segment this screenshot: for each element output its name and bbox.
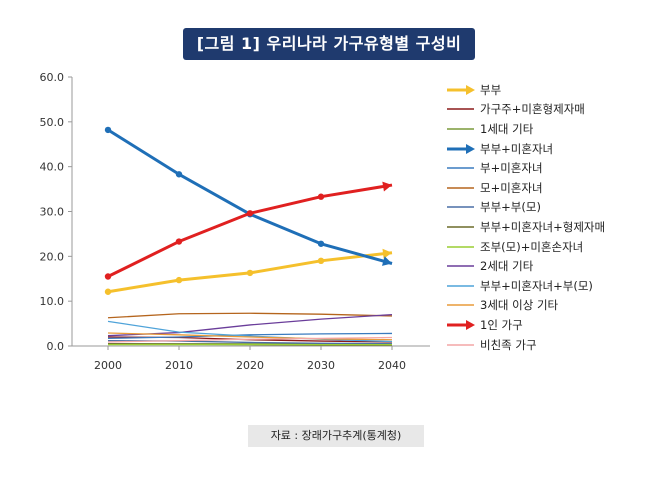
legend-swatch [447,343,474,346]
legend-swatch [447,226,474,228]
legend-arrow [466,143,475,154]
legend-swatch [447,84,475,95]
legend-swatch [447,265,474,267]
series-13 [107,336,393,343]
legend-item: 조부(모)+미혼손자녀 [446,237,652,257]
y-tick-label: 10.0 [40,295,65,308]
figure-title: [그림 1] 우리나라 가구유형별 구성비 [183,28,475,60]
series-line [107,312,393,319]
legend-label: 부+미혼자녀 [480,161,543,176]
y-tick-label: 60.0 [40,71,65,84]
data-point [381,256,392,266]
legend-item: 3세대 이상 기타 [446,296,652,316]
data-point [104,126,112,134]
line-chart: 0.0 10.0 20.0 30.0 40.0 50.0 60.0 2000 2010 2020 2… [40,71,430,372]
series-line [107,128,393,265]
legend-label: 부부+미혼자녀 [480,141,554,156]
legend-label: 1인 가구 [480,317,523,332]
series-line [107,332,393,341]
data-point [104,273,112,280]
series-4 [107,332,393,340]
legend-swatch [447,186,474,189]
x-tick-label: 2040 [378,359,406,372]
series-line [107,320,393,343]
legend-label: 1세대 기타 [480,121,534,136]
x-tick-label: 2000 [94,359,122,372]
legend-swatch [447,167,474,169]
legend-label: 가구주+미혼형제자매 [480,102,585,117]
series-12 [104,181,393,280]
legend-item: 2세대 기타 [446,256,652,276]
legend-swatch [447,143,475,154]
legend-item: 비친족 가구 [446,335,652,355]
data-point [175,238,183,245]
legend-item: 모+미혼자녀 [446,178,652,198]
legend-swatch [447,108,474,111]
y-tick-label: 20.0 [40,250,65,263]
series-line [107,336,393,343]
data-point [382,181,392,192]
series-5 [107,312,393,319]
series-line [107,313,393,337]
data-point [175,171,183,178]
legend-item: 부부 [446,80,652,100]
data-point [317,193,325,200]
legend-item: 부부+부(모) [446,198,652,218]
data-point [317,240,325,247]
legend-label: 2세대 기타 [480,259,534,274]
data-point [246,210,254,217]
y-tick-label: 50.0 [40,116,65,129]
legend-swatch [447,319,475,330]
series-line [107,183,393,278]
legend-arrow [466,319,475,330]
data-point [246,269,254,277]
data-point [175,276,183,284]
x-tick-label: 2020 [236,359,264,372]
legend-label: 조부(모)+미혼손자녀 [480,239,584,254]
legend-label: 3세대 이상 기타 [480,298,559,313]
legend-item: 가구주+미혼형제자매 [446,100,652,120]
y-tick-label: 30.0 [40,206,65,219]
legend-swatch [447,128,474,130]
series-11 [107,332,393,341]
legend-swatch [447,206,474,209]
legend-arrow [466,84,475,95]
series-9 [107,313,393,337]
legend-swatch [447,304,474,307]
legend-item: 부부+미혼자녀+형제자매 [446,217,652,237]
series-10 [107,320,393,343]
legend-label: 비친족 가구 [480,337,537,352]
y-tick-label: 0.0 [47,340,65,353]
legend-label: 부부 [480,82,502,97]
legend-label: 모+미혼자녀 [480,180,543,195]
data-point [382,248,392,259]
legend-item: 부부+미혼자녀+부(모) [446,276,652,296]
legend-item: 1세대 기타 [446,119,652,139]
series-line [107,332,393,340]
legend-item: 1인 가구 [446,315,652,335]
legend-label: 부부+부(모) [480,200,541,215]
series-0 [104,248,393,295]
data-point [317,257,325,265]
legend-swatch [447,245,474,248]
x-tick-label: 2030 [307,359,335,372]
legend-swatch [447,284,474,287]
legend-label: 부부+미혼자녀+부(모) [480,278,593,293]
source-note: 자료 : 장래가구추계(통계청) [248,425,424,447]
legend-label: 부부+미혼자녀+형제자매 [480,219,606,234]
data-point [104,288,112,295]
y-tick-label: 40.0 [40,161,65,174]
series-3 [104,126,393,266]
legend-item: 부+미혼자녀 [446,158,652,178]
x-tick-label: 2010 [165,359,193,372]
legend-item: 부부+미혼자녀 [446,139,652,159]
